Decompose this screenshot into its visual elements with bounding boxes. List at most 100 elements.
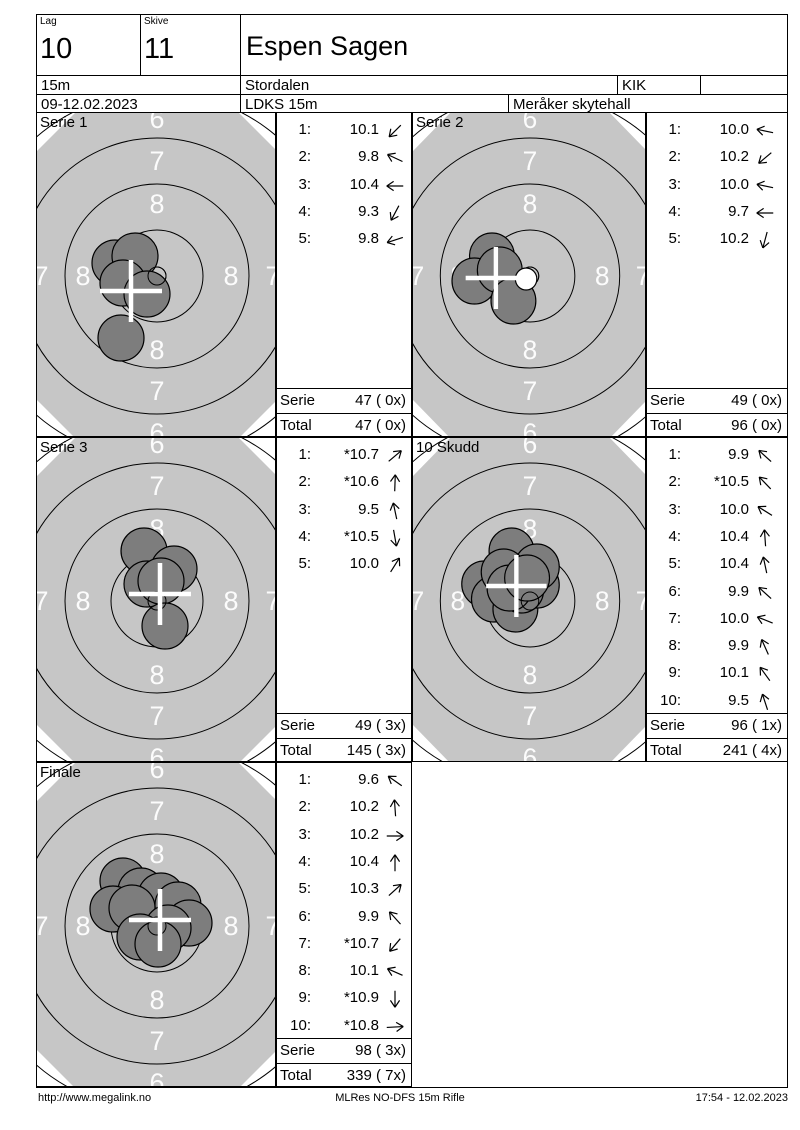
shot-value: 10.2 — [349, 825, 379, 843]
shot-row: 4: 10.4 — [277, 849, 411, 876]
ring-number: 7 — [636, 261, 646, 291]
ring-number: 8 — [451, 586, 466, 616]
ring-number: 8 — [523, 660, 538, 690]
shot-number: 4: — [298, 852, 311, 870]
shot-direction-arrow — [759, 232, 770, 249]
ring-number: 7 — [149, 796, 164, 826]
shot-number: 7: — [668, 609, 681, 627]
ring-number: 7 — [149, 1026, 164, 1056]
skive-label: Skive — [144, 16, 169, 27]
total-score-row: Total 241 ( 4x) — [647, 738, 787, 764]
shot-number: 10: — [290, 1016, 311, 1034]
shot-list-serie-2: 1: 10.0 2: 10.2 3: 10.0 4: 9.7 5: 10.2 Serie 49 ( 0… — [646, 112, 788, 437]
shot-list-serie-3: 1: *10.7 2: *10.6 3: 9.5 4: *10.5 5: 10.0 Serie 49 … — [276, 437, 412, 762]
shot-direction-arrow — [389, 502, 400, 519]
shot-number: 5: — [298, 555, 311, 573]
shot-value: 9.8 — [358, 230, 379, 248]
distance-cell: 15m — [36, 75, 241, 95]
ring-number: 8 — [595, 586, 610, 616]
shot-number: 3: — [298, 500, 311, 518]
shot-value: *10.9 — [343, 989, 379, 1007]
shot-value: 10.0 — [719, 175, 749, 193]
serie-score-label: Serie — [280, 392, 316, 409]
shot-number: 2: — [298, 148, 311, 166]
club-cell: Stordalen — [240, 75, 618, 95]
shot-number: 4: — [668, 202, 681, 220]
shot-direction-arrow — [389, 991, 401, 1008]
ring-number: 6 — [149, 113, 164, 134]
ring-number: 8 — [149, 189, 164, 219]
shot-list-finale: 1: 9.6 2: 10.2 3: 10.2 4: 10.4 5: 10.3 6: 9.9 7: *10.… — [276, 762, 412, 1087]
shot-number: 1: — [298, 771, 311, 788]
shot-row: 3: 10.4 — [277, 172, 411, 199]
shot-number: 7: — [298, 934, 311, 952]
shot-direction-arrow — [389, 205, 400, 221]
total-score-label: Total — [280, 1067, 312, 1084]
shot-value: *10.7 — [343, 446, 379, 463]
shot-number: 1: — [668, 121, 681, 138]
shot-value: 10.0 — [719, 609, 749, 627]
serie-score-row: Serie 47 ( 0x) — [277, 388, 411, 414]
shot-direction-arrow — [390, 557, 401, 573]
ring-circle — [439, 508, 621, 694]
shot-value: 9.6 — [358, 771, 379, 788]
shot-row: 5: 10.3 — [277, 876, 411, 903]
shot-number: 5: — [668, 230, 681, 248]
shot-direction-arrow — [389, 938, 401, 952]
inner-ten-ring — [147, 916, 167, 936]
total-score-label: Total — [280, 417, 312, 434]
shot-number: 3: — [298, 825, 311, 843]
ring-number: 7 — [265, 911, 276, 941]
ring-number: 8 — [149, 660, 164, 690]
series-title-serie-2: Serie 2 — [416, 114, 464, 131]
shot-number: 9: — [298, 989, 311, 1007]
shot-value: 9.9 — [728, 637, 749, 655]
total-score-value: 241 ( 4x) — [722, 742, 782, 759]
shot-value: *10.5 — [713, 473, 749, 491]
shot-value: 9.7 — [728, 202, 749, 220]
shot-number: 4: — [298, 527, 311, 545]
ring-number: 7 — [149, 376, 164, 406]
ring-number: 6 — [523, 113, 538, 134]
ring-circle — [37, 137, 275, 415]
shot-direction-arrow — [758, 476, 772, 490]
series-title-serie-3: Serie 3 — [40, 439, 88, 456]
shot-number: 2: — [668, 148, 681, 166]
ring-circle — [413, 462, 645, 740]
shot-row: 9: 10.1 — [647, 660, 787, 687]
shot-direction-arrow — [386, 1021, 404, 1032]
shot-value: 10.2 — [719, 230, 749, 248]
shot-number: 4: — [668, 527, 681, 545]
shot-value: 10.4 — [349, 852, 379, 870]
shot-number: 2: — [298, 798, 311, 816]
lag-cell: Lag 10 — [36, 14, 141, 76]
ring-number: 6 — [149, 1068, 164, 1087]
ring-number: 8 — [595, 261, 610, 291]
footer-url: http://www.megalink.no — [38, 1092, 152, 1104]
inner-ten-ring — [520, 591, 540, 611]
shot-number: 1: — [668, 446, 681, 463]
shot-value: *10.6 — [343, 473, 379, 491]
shot-direction-arrow — [759, 556, 770, 574]
shot-number: 5: — [298, 880, 311, 898]
shot-value: 10.2 — [719, 148, 749, 166]
shot-direction-arrow — [388, 884, 402, 897]
ring-number: 7 — [149, 146, 164, 176]
ring-number: 8 — [223, 586, 238, 616]
ring-number: 7 — [413, 586, 424, 616]
ring-number: 7 — [523, 146, 538, 176]
shot-row: 5: 10.4 — [647, 551, 787, 578]
shot-number: 6: — [298, 907, 311, 925]
ring-number: 6 — [523, 743, 538, 762]
shot-direction-arrow — [756, 180, 774, 191]
shot-row: 6: 9.9 — [277, 904, 411, 931]
ring-number: 8 — [75, 261, 90, 291]
ring-circle — [37, 787, 275, 1065]
shot-hole — [141, 602, 189, 650]
shot-direction-arrow — [756, 207, 774, 218]
ring-circle — [64, 833, 250, 1019]
target-panel-finale: 6788768877Finale — [36, 762, 276, 1087]
ring-number: 7 — [37, 911, 49, 941]
ring-number: 7 — [149, 471, 164, 501]
serie-score-value: 49 ( 0x) — [731, 392, 782, 409]
